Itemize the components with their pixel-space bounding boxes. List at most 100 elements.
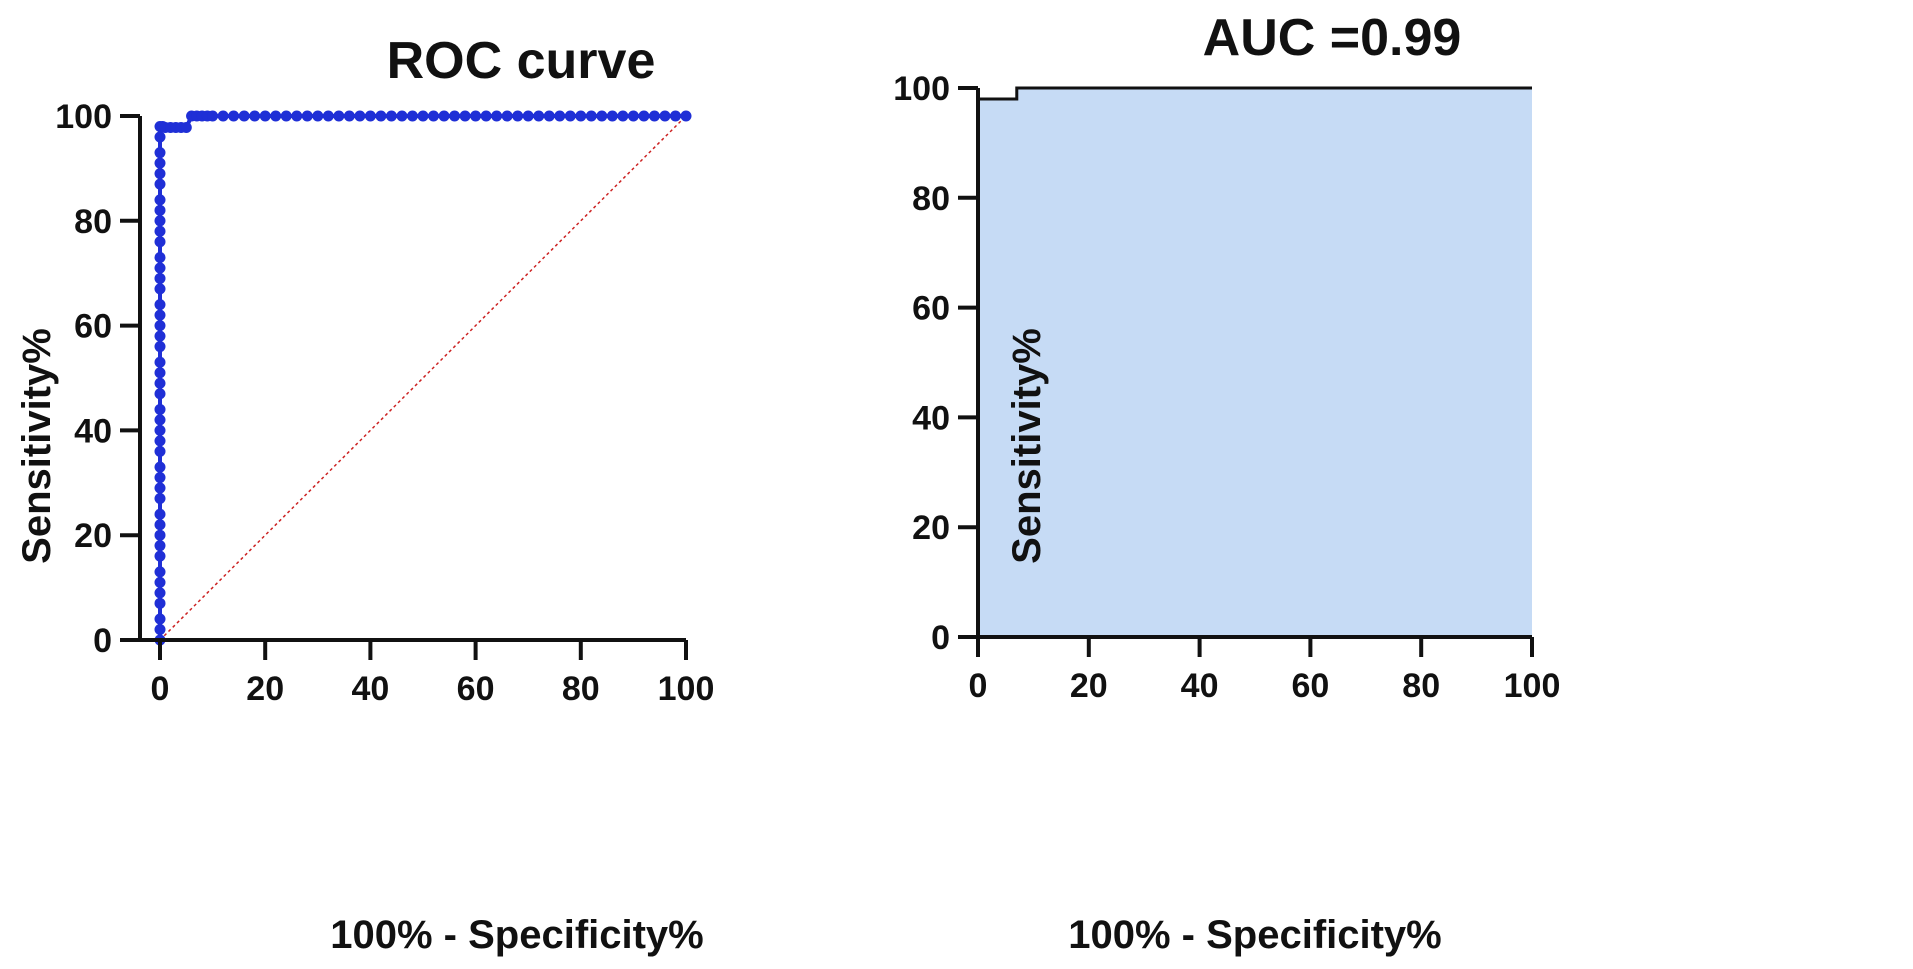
roc-curve-chart: ROC curve 0 20 40 60 80 100 0 20 40 60 80 100 100%…	[15, 32, 714, 957]
roc-data-point	[596, 110, 608, 122]
roc-reference-line	[159, 115, 687, 641]
roc-data-point	[154, 341, 166, 353]
roc-data-point	[154, 613, 166, 625]
auc-area-fill	[978, 88, 1532, 637]
roc-data-point	[459, 110, 471, 122]
roc-data-point	[480, 110, 492, 122]
roc-data-point	[228, 110, 240, 122]
roc-data-point	[354, 110, 366, 122]
roc-y-ticks: 0 20 40 60 80 100	[55, 98, 140, 660]
roc-data-point	[154, 330, 166, 342]
roc-data-point	[154, 414, 166, 426]
roc-data-point	[680, 110, 692, 122]
roc-data-point	[154, 131, 166, 143]
roc-data-point	[249, 110, 261, 122]
roc-data-point	[449, 110, 461, 122]
auc-chart-title: AUC =0.99	[1203, 9, 1462, 67]
roc-data-point	[312, 110, 324, 122]
roc-data-point	[154, 262, 166, 274]
roc-data-point	[154, 272, 166, 284]
roc-data-point	[259, 110, 271, 122]
roc-data-point	[154, 566, 166, 578]
roc-data-point	[533, 110, 545, 122]
roc-data-point	[154, 519, 166, 531]
roc-x-tick-label: 20	[246, 670, 284, 708]
roc-data-point	[154, 236, 166, 248]
roc-data-point	[659, 110, 671, 122]
roc-data-point	[554, 110, 566, 122]
roc-data-point	[280, 110, 292, 122]
roc-data-point	[669, 110, 681, 122]
roc-data-point	[154, 597, 166, 609]
roc-data-point	[154, 168, 166, 180]
roc-data-point	[322, 110, 334, 122]
roc-data-point	[564, 110, 576, 122]
roc-data-point	[364, 110, 376, 122]
roc-x-tick-label: 40	[351, 670, 389, 708]
roc-data-point	[217, 110, 229, 122]
roc-data-point	[154, 377, 166, 389]
roc-data-point	[154, 283, 166, 295]
roc-data-point	[154, 225, 166, 237]
roc-x-ticks: 0 20 40 60 80 100	[151, 640, 715, 708]
roc-data-point	[522, 110, 534, 122]
roc-data-point	[180, 122, 192, 134]
roc-data-point	[385, 110, 397, 122]
roc-data-point	[375, 110, 387, 122]
roc-data-point	[207, 110, 219, 122]
roc-data-point	[154, 493, 166, 505]
roc-y-tick-label: 60	[74, 308, 112, 346]
roc-data-point	[301, 110, 313, 122]
auc-plot-area	[976, 86, 1532, 637]
auc-x-axis-label: 100% - Specificity%	[1068, 913, 1442, 957]
roc-data-point	[154, 529, 166, 541]
roc-y-tick-label: 20	[74, 517, 112, 555]
roc-data-point	[417, 110, 429, 122]
roc-data-point	[428, 110, 440, 122]
roc-plot-area	[154, 110, 692, 646]
auc-y-tick-label: 20	[912, 509, 950, 547]
roc-data-point	[606, 110, 618, 122]
roc-data-point	[438, 110, 450, 122]
roc-chart-title: ROC curve	[387, 32, 656, 90]
auc-y-tick-label: 80	[912, 180, 950, 218]
roc-data-point	[406, 110, 418, 122]
roc-data-point	[543, 110, 555, 122]
roc-data-point	[154, 194, 166, 206]
roc-data-point	[154, 445, 166, 457]
auc-y-tick-label: 60	[912, 290, 950, 328]
roc-data-point	[154, 178, 166, 190]
roc-data-point	[154, 540, 166, 552]
auc-x-tick-label: 100	[1504, 667, 1561, 705]
roc-data-point	[154, 587, 166, 599]
roc-x-tick-label: 100	[658, 670, 715, 708]
roc-data-point	[154, 309, 166, 321]
roc-data-point	[491, 110, 503, 122]
roc-data-point	[154, 576, 166, 588]
auc-x-tick-label: 60	[1291, 667, 1329, 705]
roc-data-point	[575, 110, 587, 122]
roc-data-point	[154, 435, 166, 447]
roc-data-point	[154, 472, 166, 484]
auc-x-tick-label: 0	[969, 667, 988, 705]
roc-data-point	[154, 367, 166, 379]
auc-x-tick-label: 80	[1402, 667, 1440, 705]
auc-x-tick-label: 40	[1181, 667, 1219, 705]
roc-y-tick-label: 0	[93, 622, 112, 660]
roc-data-point	[154, 624, 166, 636]
roc-data-point	[154, 215, 166, 227]
roc-data-point	[238, 110, 250, 122]
roc-y-axis-label: Sensitivity%	[15, 328, 59, 564]
roc-data-point	[154, 251, 166, 263]
auc-x-ticks: 0 20 40 60 80 100	[969, 637, 1561, 705]
roc-data-point	[154, 508, 166, 520]
roc-data-point	[154, 356, 166, 368]
roc-y-tick-label: 100	[55, 98, 112, 136]
auc-y-tick-label: 100	[893, 70, 950, 108]
auc-y-tick-label: 0	[931, 619, 950, 657]
auc-y-ticks: 0 20 40 60 80 100	[893, 70, 978, 657]
roc-data-point	[154, 403, 166, 415]
roc-data-point	[154, 320, 166, 332]
roc-data-point	[270, 110, 282, 122]
